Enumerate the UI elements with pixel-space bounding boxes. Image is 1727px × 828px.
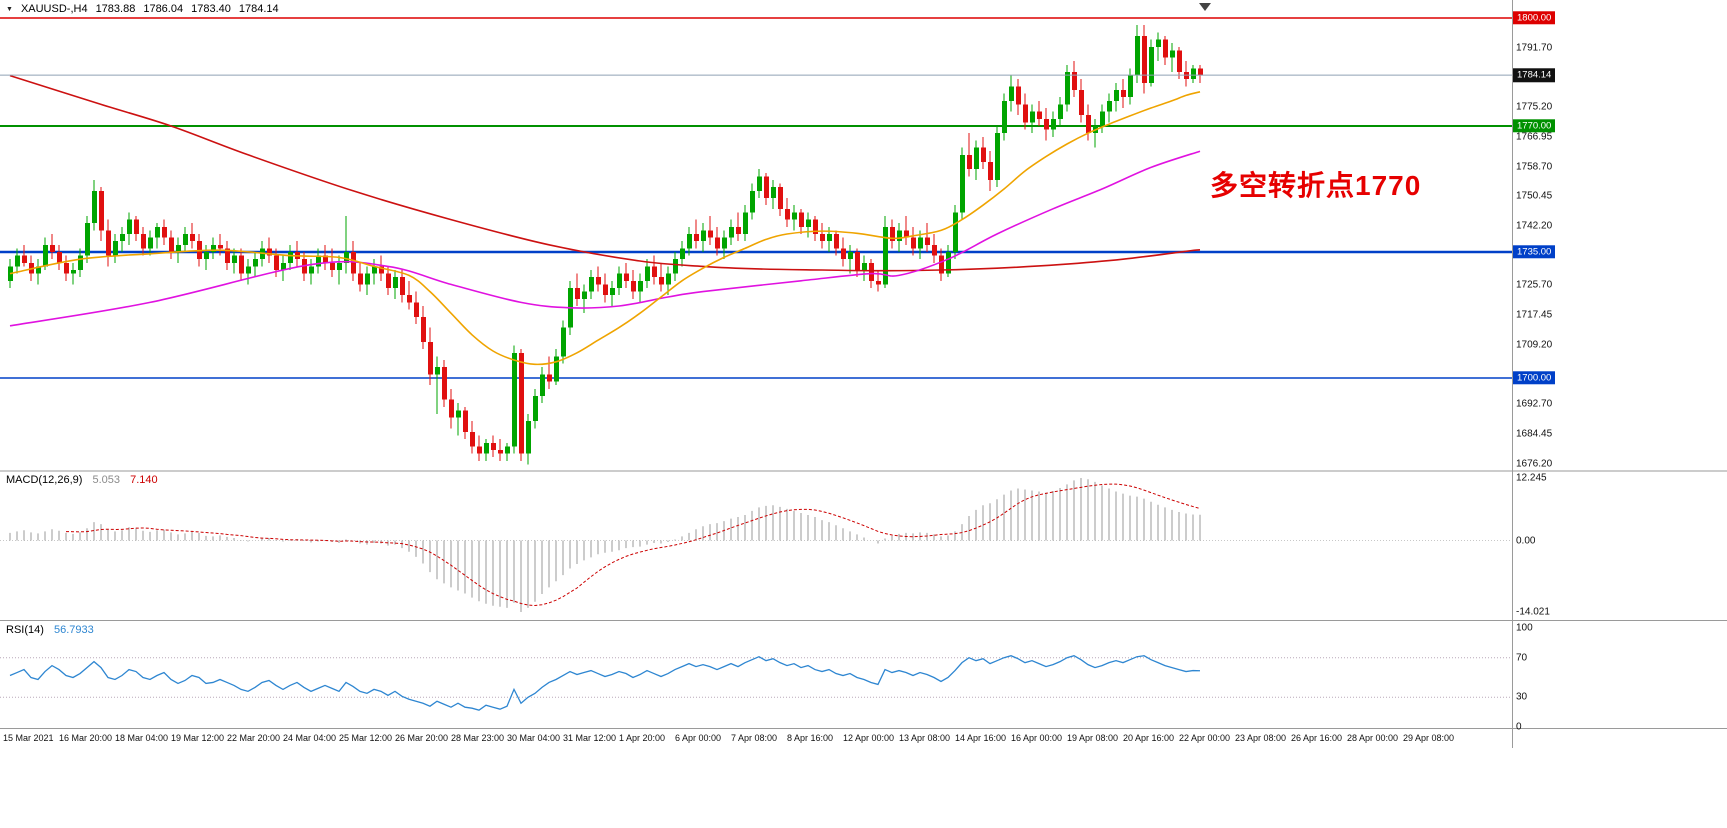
chart-chrome (0, 0, 1727, 748)
indicator-panes (0, 478, 1512, 711)
slow-ma-red-line (9, 74, 1201, 272)
mid-ma-magenta-line (9, 150, 1201, 327)
macd-signal-line (65, 483, 1201, 607)
chart-shift-marker-icon[interactable] (1199, 3, 1211, 11)
fast-ma-orange-line (9, 91, 1201, 366)
moving-averages (9, 74, 1201, 366)
rsi-line (9, 655, 1201, 711)
level-lines[interactable] (0, 17, 1512, 379)
candles (8, 25, 1203, 465)
